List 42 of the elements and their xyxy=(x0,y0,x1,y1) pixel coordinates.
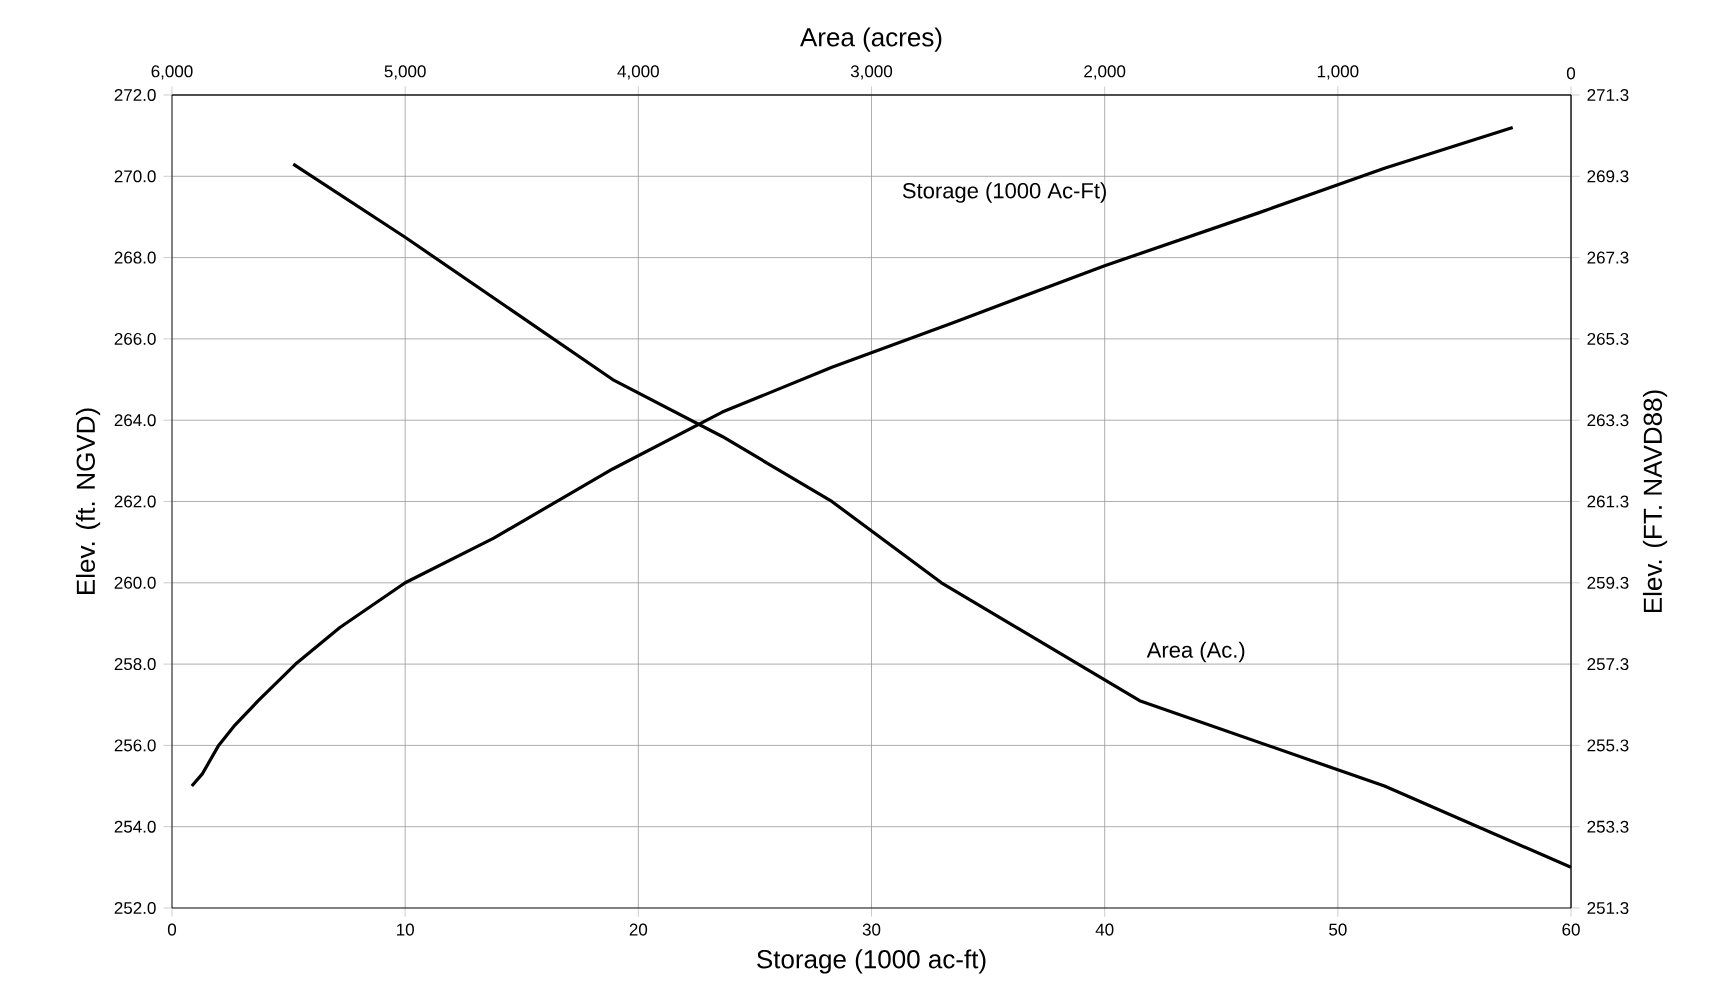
x-tick-label: 30 xyxy=(862,923,881,936)
x-axis-title: Storage (1000 ac-ft) xyxy=(757,949,986,974)
x-tick-label: 0 xyxy=(167,923,177,936)
x-tick-label: 40 xyxy=(1095,923,1114,936)
x2-tick-label: 1,000 xyxy=(1317,65,1359,80)
y2-tick-label: 251.3 xyxy=(1587,902,1629,915)
y-tick-label: 264.0 xyxy=(114,414,156,427)
x2-axis-title: Area (acres) xyxy=(800,27,942,52)
y-tick-label: 254.0 xyxy=(114,820,156,833)
y2-tick-label: 269.3 xyxy=(1587,170,1629,183)
y-tick-label: 272.0 xyxy=(114,88,156,102)
y2-tick-label: 263.3 xyxy=(1587,414,1629,427)
y2-tick-label: 261.3 xyxy=(1587,495,1629,508)
y-tick-label: 252.0 xyxy=(114,902,156,915)
x-tick-label: 60 xyxy=(1562,923,1580,936)
x2-tick-label: 2,000 xyxy=(1084,65,1126,80)
x-tick-label: 20 xyxy=(629,923,648,936)
series-label: Area (Ac.) xyxy=(1146,641,1245,663)
y-tick-label: 270.0 xyxy=(114,170,156,183)
y-axis-title: Elev. (ft. NGVD) xyxy=(75,408,101,594)
y2-tick-label: 271.3 xyxy=(1587,88,1629,102)
y2-tick-label: 255.3 xyxy=(1587,739,1629,752)
y-tick-label: 268.0 xyxy=(114,251,156,264)
y2-axis-title: Elev. (FT. NAVD88) xyxy=(1642,390,1668,613)
y2-tick-label: 259.3 xyxy=(1587,576,1629,589)
y-tick-label: 262.0 xyxy=(114,495,156,508)
y-tick-label: 260.0 xyxy=(114,576,156,589)
y-tick-label: 256.0 xyxy=(114,739,156,752)
x2-tick-label: 3,000 xyxy=(850,65,893,80)
x2-tick-label: 4,000 xyxy=(617,65,659,80)
y2-tick-label: 265.3 xyxy=(1587,332,1629,345)
y-tick-label: 258.0 xyxy=(114,658,156,671)
y2-tick-label: 253.3 xyxy=(1587,820,1629,833)
x2-tick-label: 6,000 xyxy=(151,65,193,80)
text: Storage (1000 Ac-Ft) xyxy=(902,182,1106,203)
y-tick-label: 266.0 xyxy=(114,332,156,345)
x2-tick-label: 0 xyxy=(1566,67,1576,80)
y2-tick-label: 257.3 xyxy=(1587,658,1629,671)
x-tick-label: 10 xyxy=(397,923,414,936)
x-tick-label: 50 xyxy=(1329,923,1347,936)
x2-tick-label: 5,000 xyxy=(384,65,426,80)
y2-tick-label: 267.3 xyxy=(1587,251,1629,264)
